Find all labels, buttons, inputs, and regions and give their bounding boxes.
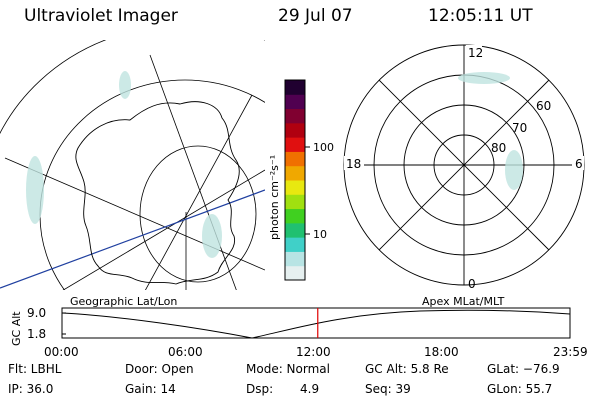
map-outer-ring: [0, 40, 265, 135]
door-readout: Door: Open: [125, 362, 194, 376]
timeline-y-min: 1.8: [27, 327, 46, 341]
polar-label-18: 18: [346, 157, 361, 171]
colorbar-segment: [285, 265, 305, 281]
colorbar-segment: [285, 180, 305, 195]
colorbar: [285, 80, 305, 281]
map-inner-ring: [139, 145, 257, 283]
colorbar-segment: [285, 251, 305, 267]
polar-label-70: 70: [512, 121, 527, 135]
antarctica-coastline: [75, 101, 240, 285]
dsp-readout-label: Dsp:: [246, 382, 274, 396]
timeline-y-axis-label: GC Alt: [10, 311, 23, 346]
timeline-xtick-0000: 00:00: [44, 345, 79, 359]
polar-label-6: 6: [575, 157, 583, 171]
aurora-glow-right: [458, 72, 523, 190]
timeline-left-title: Geographic Lat/Lon: [70, 295, 177, 308]
timeline-altitude-curve: [61, 309, 571, 339]
date-label: 29 Jul 07: [278, 6, 353, 26]
gain-readout: Gain: 14: [125, 382, 176, 396]
colorbar-segment: [285, 165, 305, 181]
colorbar-segment: [285, 80, 305, 95]
timeline-y-max: 9.0: [27, 306, 46, 320]
polar-label-12: 12: [468, 46, 483, 60]
filter-readout: Flt: LBHL: [8, 362, 62, 376]
colorbar-segment: [285, 194, 305, 210]
colorbar-label: photon cm⁻²s⁻¹: [268, 155, 281, 240]
ip-readout: IP: 36.0: [8, 382, 54, 396]
map-meridian-c: [149, 54, 237, 290]
mode-readout: Mode: Normal: [246, 362, 330, 376]
aurora-glow-left: [26, 71, 222, 258]
seq-readout: Seq: 39: [365, 382, 411, 396]
timeline-right-title: Apex MLat/MLT: [422, 295, 505, 308]
polar-label-80: 80: [491, 141, 506, 155]
polar-label-0: 0: [468, 277, 476, 291]
colorbar-segment: [285, 108, 305, 124]
map-meridian-a: [4, 157, 265, 271]
colorbar-tick-10: 10: [313, 228, 327, 241]
page-title: Ultraviolet Imager: [24, 6, 178, 26]
timeline-tick-marks: [62, 312, 66, 335]
colorbar-segment: [285, 122, 305, 138]
timeline-frame: [61, 307, 571, 339]
dsp-readout-value: 4.9: [300, 382, 320, 396]
colorbar-frame: [284, 79, 306, 281]
geographic-map: [0, 40, 265, 290]
map-terminator-line: [0, 189, 265, 289]
colorbar-tick-marks: [305, 146, 310, 235]
timeline-xtick-2359: 23:59: [553, 345, 588, 359]
colorbar-segment: [285, 222, 305, 238]
colorbar-tick-100: 100: [313, 141, 334, 154]
timeline-xtick-1800: 18:00: [424, 345, 459, 359]
colorbar-segment: [285, 94, 305, 110]
polar-diagonal-b: [378, 79, 550, 251]
timeline-xtick-1200: 12:00: [296, 345, 331, 359]
time-label: 12:05:11 UT: [428, 6, 533, 26]
polar-label-60: 60: [536, 99, 551, 113]
map-meridian-b: [62, 169, 265, 290]
map-meridian-d: [145, 94, 253, 290]
timeline-xtick-0600: 06:00: [168, 345, 203, 359]
colorbar-segment: [285, 137, 305, 152]
gc-alt-readout: GC Alt: 5.8 Re: [365, 362, 449, 376]
glat-readout: GLat: −76.9: [487, 362, 560, 376]
colorbar-segment: [285, 151, 305, 167]
colorbar-segment: [285, 208, 305, 224]
glon-readout: GLon: 55.7: [487, 382, 553, 396]
colorbar-segment: [285, 237, 305, 252]
